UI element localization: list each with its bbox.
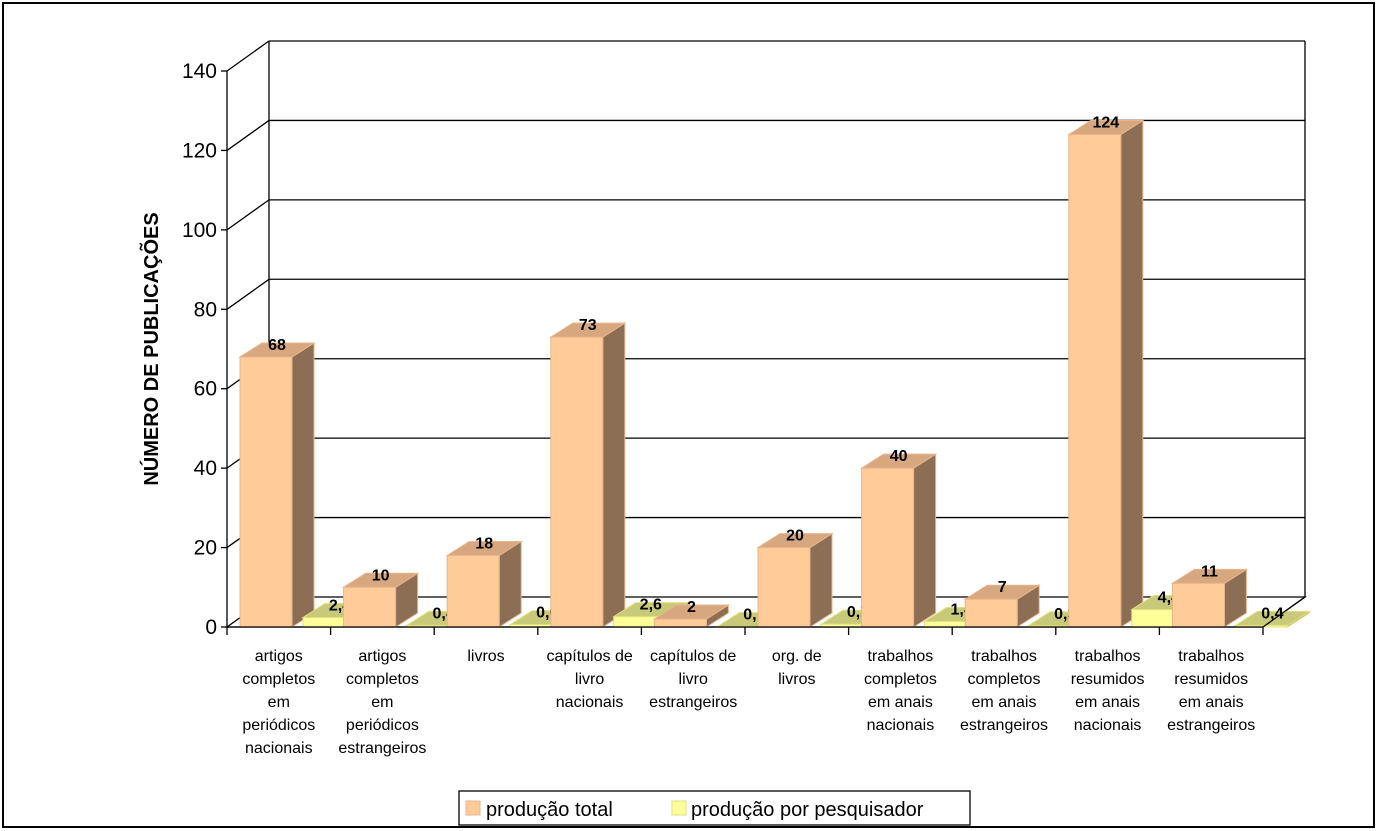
x-category-label: org. de xyxy=(772,648,822,665)
gridline-side xyxy=(226,40,270,72)
gridline-side xyxy=(226,119,270,151)
bar-side xyxy=(1120,119,1144,628)
data-label: 11 xyxy=(1201,563,1218,580)
x-category-label: artigos xyxy=(255,648,303,665)
y-tick-label: 20 xyxy=(194,537,217,560)
bar-producao-total xyxy=(1171,582,1225,628)
bar-chart: 0 20 40 60 80 100 120 140 NÚMERO DE PUBLICAÇÕES 6… xyxy=(139,40,1312,826)
data-label: 7 xyxy=(998,579,1007,596)
x-category-label: nacionais xyxy=(1074,717,1142,734)
x-category-label: em anais xyxy=(1075,694,1140,711)
bar-producao-total xyxy=(653,618,707,628)
bar-side xyxy=(913,453,937,628)
x-category-label: capítulos de xyxy=(650,648,736,665)
y-tick-label: 100 xyxy=(182,219,217,242)
x-category-label: completos xyxy=(346,671,419,688)
x-category-label: trabalhos xyxy=(1075,648,1141,665)
data-label: 0,4 xyxy=(1261,605,1283,622)
data-label: 73 xyxy=(579,317,597,334)
data-label: 18 xyxy=(475,536,493,553)
x-category-label: estrangeiros xyxy=(649,694,737,711)
x-category-label: nacionais xyxy=(245,740,313,757)
bar-side xyxy=(291,342,315,628)
x-category-label: completos xyxy=(864,671,937,688)
y-tick-label: 140 xyxy=(182,60,217,83)
x-category-label: periódicos xyxy=(242,717,315,734)
x-category-label: completos xyxy=(968,671,1041,688)
x-category-label: estrangeiros xyxy=(338,740,426,757)
bar-producao-total xyxy=(343,586,397,628)
gridline-side xyxy=(226,278,270,310)
x-category-label: estrangeiros xyxy=(960,717,1048,734)
x-category-label: em anais xyxy=(868,694,933,711)
floor-right-edge xyxy=(1262,596,1306,628)
legend-label-producao-por-pesquisador: produção por pesquisador xyxy=(691,799,924,821)
x-category-label: resumidos xyxy=(1071,671,1145,688)
y-tick-label: 60 xyxy=(194,378,217,401)
x-category-label: livro xyxy=(575,671,604,688)
data-label: 2 xyxy=(687,599,696,616)
bar-side xyxy=(602,322,626,628)
bar-producao-total xyxy=(861,467,915,628)
x-category-label: nacionais xyxy=(867,717,935,734)
bar-producao-total xyxy=(239,356,293,628)
y-tick-label: 80 xyxy=(194,298,217,321)
bar-producao-total xyxy=(446,555,500,628)
x-category-label: nacionais xyxy=(556,694,624,711)
x-category-label: livros xyxy=(467,648,504,665)
x-category-label: estrangeiros xyxy=(1167,717,1255,734)
data-label: 20 xyxy=(786,528,804,545)
data-label: 40 xyxy=(890,448,908,465)
x-category-label: capítulos de xyxy=(546,648,632,665)
x-category-label: trabalhos xyxy=(867,648,933,665)
y-tick-label: 0 xyxy=(205,616,217,639)
y-axis-title: NÚMERO DE PUBLICAÇÕES xyxy=(139,212,163,485)
bar-producao-total xyxy=(1068,134,1122,628)
x-category-label: completos xyxy=(242,671,315,688)
gridline-side xyxy=(226,199,270,231)
x-category-label: em xyxy=(371,694,393,711)
data-label: 10 xyxy=(372,567,390,584)
x-category-label: resumidos xyxy=(1174,671,1248,688)
x-category-label: periódicos xyxy=(346,717,419,734)
legend-swatch-producao-total xyxy=(465,800,481,816)
x-category-label: em xyxy=(268,694,290,711)
bar-producao-total xyxy=(550,336,604,628)
bar-producao-total xyxy=(964,598,1018,628)
bar-side xyxy=(498,540,522,628)
legend xyxy=(458,790,971,826)
y-tick-label: 40 xyxy=(194,457,217,480)
data-label: 124 xyxy=(1092,115,1119,132)
bar-side xyxy=(809,532,833,628)
x-category-label: trabalhos xyxy=(1178,648,1244,665)
data-label: 2,6 xyxy=(640,597,662,614)
data-label: 68 xyxy=(268,337,286,354)
legend-label-producao-total: produção total xyxy=(486,799,613,821)
legend-swatch-producao-por-pesquisador xyxy=(671,800,687,816)
x-category-label: livros xyxy=(778,671,815,688)
x-category-label: trabalhos xyxy=(971,648,1037,665)
bar-producao-total xyxy=(757,547,811,628)
x-category-label: artigos xyxy=(358,648,406,665)
y-tick-label: 120 xyxy=(182,139,217,162)
x-category-label: em anais xyxy=(1179,694,1244,711)
x-category-label: livro xyxy=(679,671,708,688)
x-category-label: em anais xyxy=(972,694,1037,711)
